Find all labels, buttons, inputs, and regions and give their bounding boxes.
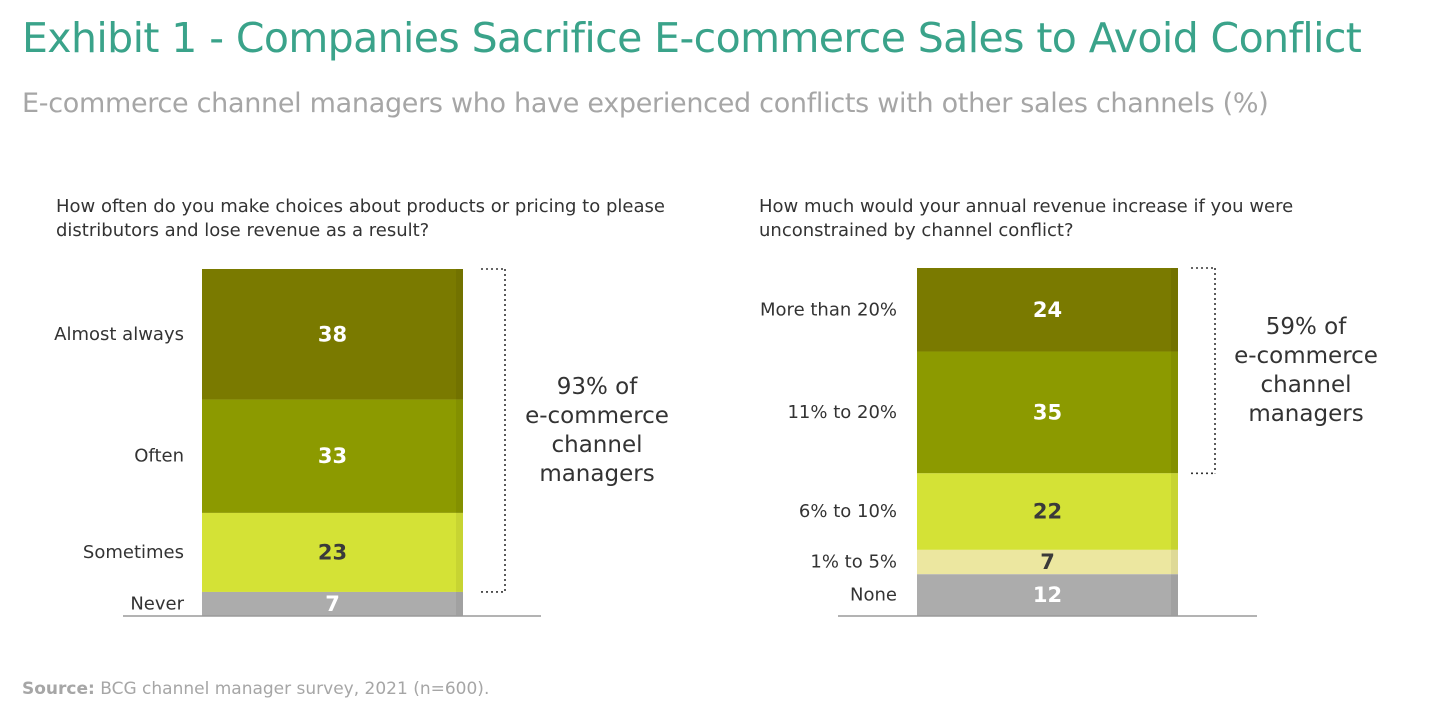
source-label: Source: <box>22 679 95 699</box>
chart-1-value-label-1: 38 <box>318 322 347 346</box>
chart-1-value-label-4: 7 <box>325 592 340 616</box>
chart-2-segment-shade-2 <box>1171 351 1178 474</box>
chart-2-segment-shade-1 <box>1171 268 1178 352</box>
chart-2-question: How much would your annual revenue incre… <box>759 196 1294 241</box>
chart-2-category-label-1: More than 20% <box>760 299 897 320</box>
chart-1-category-label-1: Almost always <box>54 324 184 345</box>
chart-2-bracket-annotation-line-2: e-commerce <box>1234 343 1378 369</box>
chart-2-bracket-annotation-line-4: managers <box>1248 401 1363 427</box>
chart-2-segment-5 <box>917 574 1178 616</box>
chart-2-value-label-1: 24 <box>1033 298 1062 322</box>
chart-1-value-label-2: 33 <box>318 444 347 468</box>
chart-2-segment-shade-5 <box>1171 574 1178 616</box>
chart-1-category-label-3: Sometimes <box>83 542 184 563</box>
chart-2-segment-1 <box>917 268 1178 352</box>
chart-1-segment-2 <box>202 399 463 513</box>
chart-1-bracket-annotation-line-3: channel <box>551 432 642 458</box>
chart-2-segment-shade-4 <box>1171 549 1178 575</box>
chart-2-category-label-3: 6% to 10% <box>799 501 897 522</box>
chart-2-value-label-5: 12 <box>1033 583 1062 607</box>
chart-1-segment-shade-4 <box>456 591 463 616</box>
chart-2-value-label-3: 22 <box>1033 500 1062 524</box>
chart-1-bracket-annotation-line-4: managers <box>539 461 654 487</box>
chart-2-bracket-annotation-line-3: channel <box>1260 372 1351 398</box>
exhibit-title: Exhibit 1 - Companies Sacrifice E-commer… <box>22 14 1362 62</box>
chart-2-value-label-4: 7 <box>1040 550 1055 574</box>
chart-2-segment-2 <box>917 351 1178 474</box>
chart-1-bracket-annotation-line-2: e-commerce <box>525 403 669 429</box>
chart-2-category-label-4: 1% to 5% <box>810 552 897 573</box>
chart-2-segment-3 <box>917 473 1178 550</box>
chart-1-question: How often do you make choices about prod… <box>56 196 665 241</box>
chart-1-segment-shade-3 <box>456 512 463 592</box>
chart-1-segment-shade-1 <box>456 269 463 400</box>
source-note: Source: BCG channel manager survey, 2021… <box>22 679 489 699</box>
chart-2-category-label-2: 11% to 20% <box>787 402 897 423</box>
chart-1-category-label-2: Often <box>134 446 184 467</box>
chart-1-segment-1 <box>202 269 463 400</box>
chart-2-value-label-2: 35 <box>1033 400 1062 424</box>
chart-1-segment-3 <box>202 512 463 592</box>
chart-1-segment-shade-2 <box>456 399 463 513</box>
chart-2-bracket-annotation-line-1: 59% of <box>1266 314 1348 340</box>
chart-2-segment-shade-3 <box>1171 473 1178 550</box>
chart-1-category-label-4: Never <box>130 593 184 614</box>
chart-2-segment-4 <box>917 549 1178 575</box>
source-text: BCG channel manager survey, 2021 (n=600)… <box>100 679 490 699</box>
chart-2-category-label-5: None <box>850 585 897 606</box>
chart-1-bracket-annotation-line-1: 93% of <box>557 374 639 400</box>
exhibit-subtitle: E-commerce channel managers who have exp… <box>22 88 1269 119</box>
chart-1-value-label-3: 23 <box>318 540 347 564</box>
chart-1-segment-4 <box>202 591 463 616</box>
